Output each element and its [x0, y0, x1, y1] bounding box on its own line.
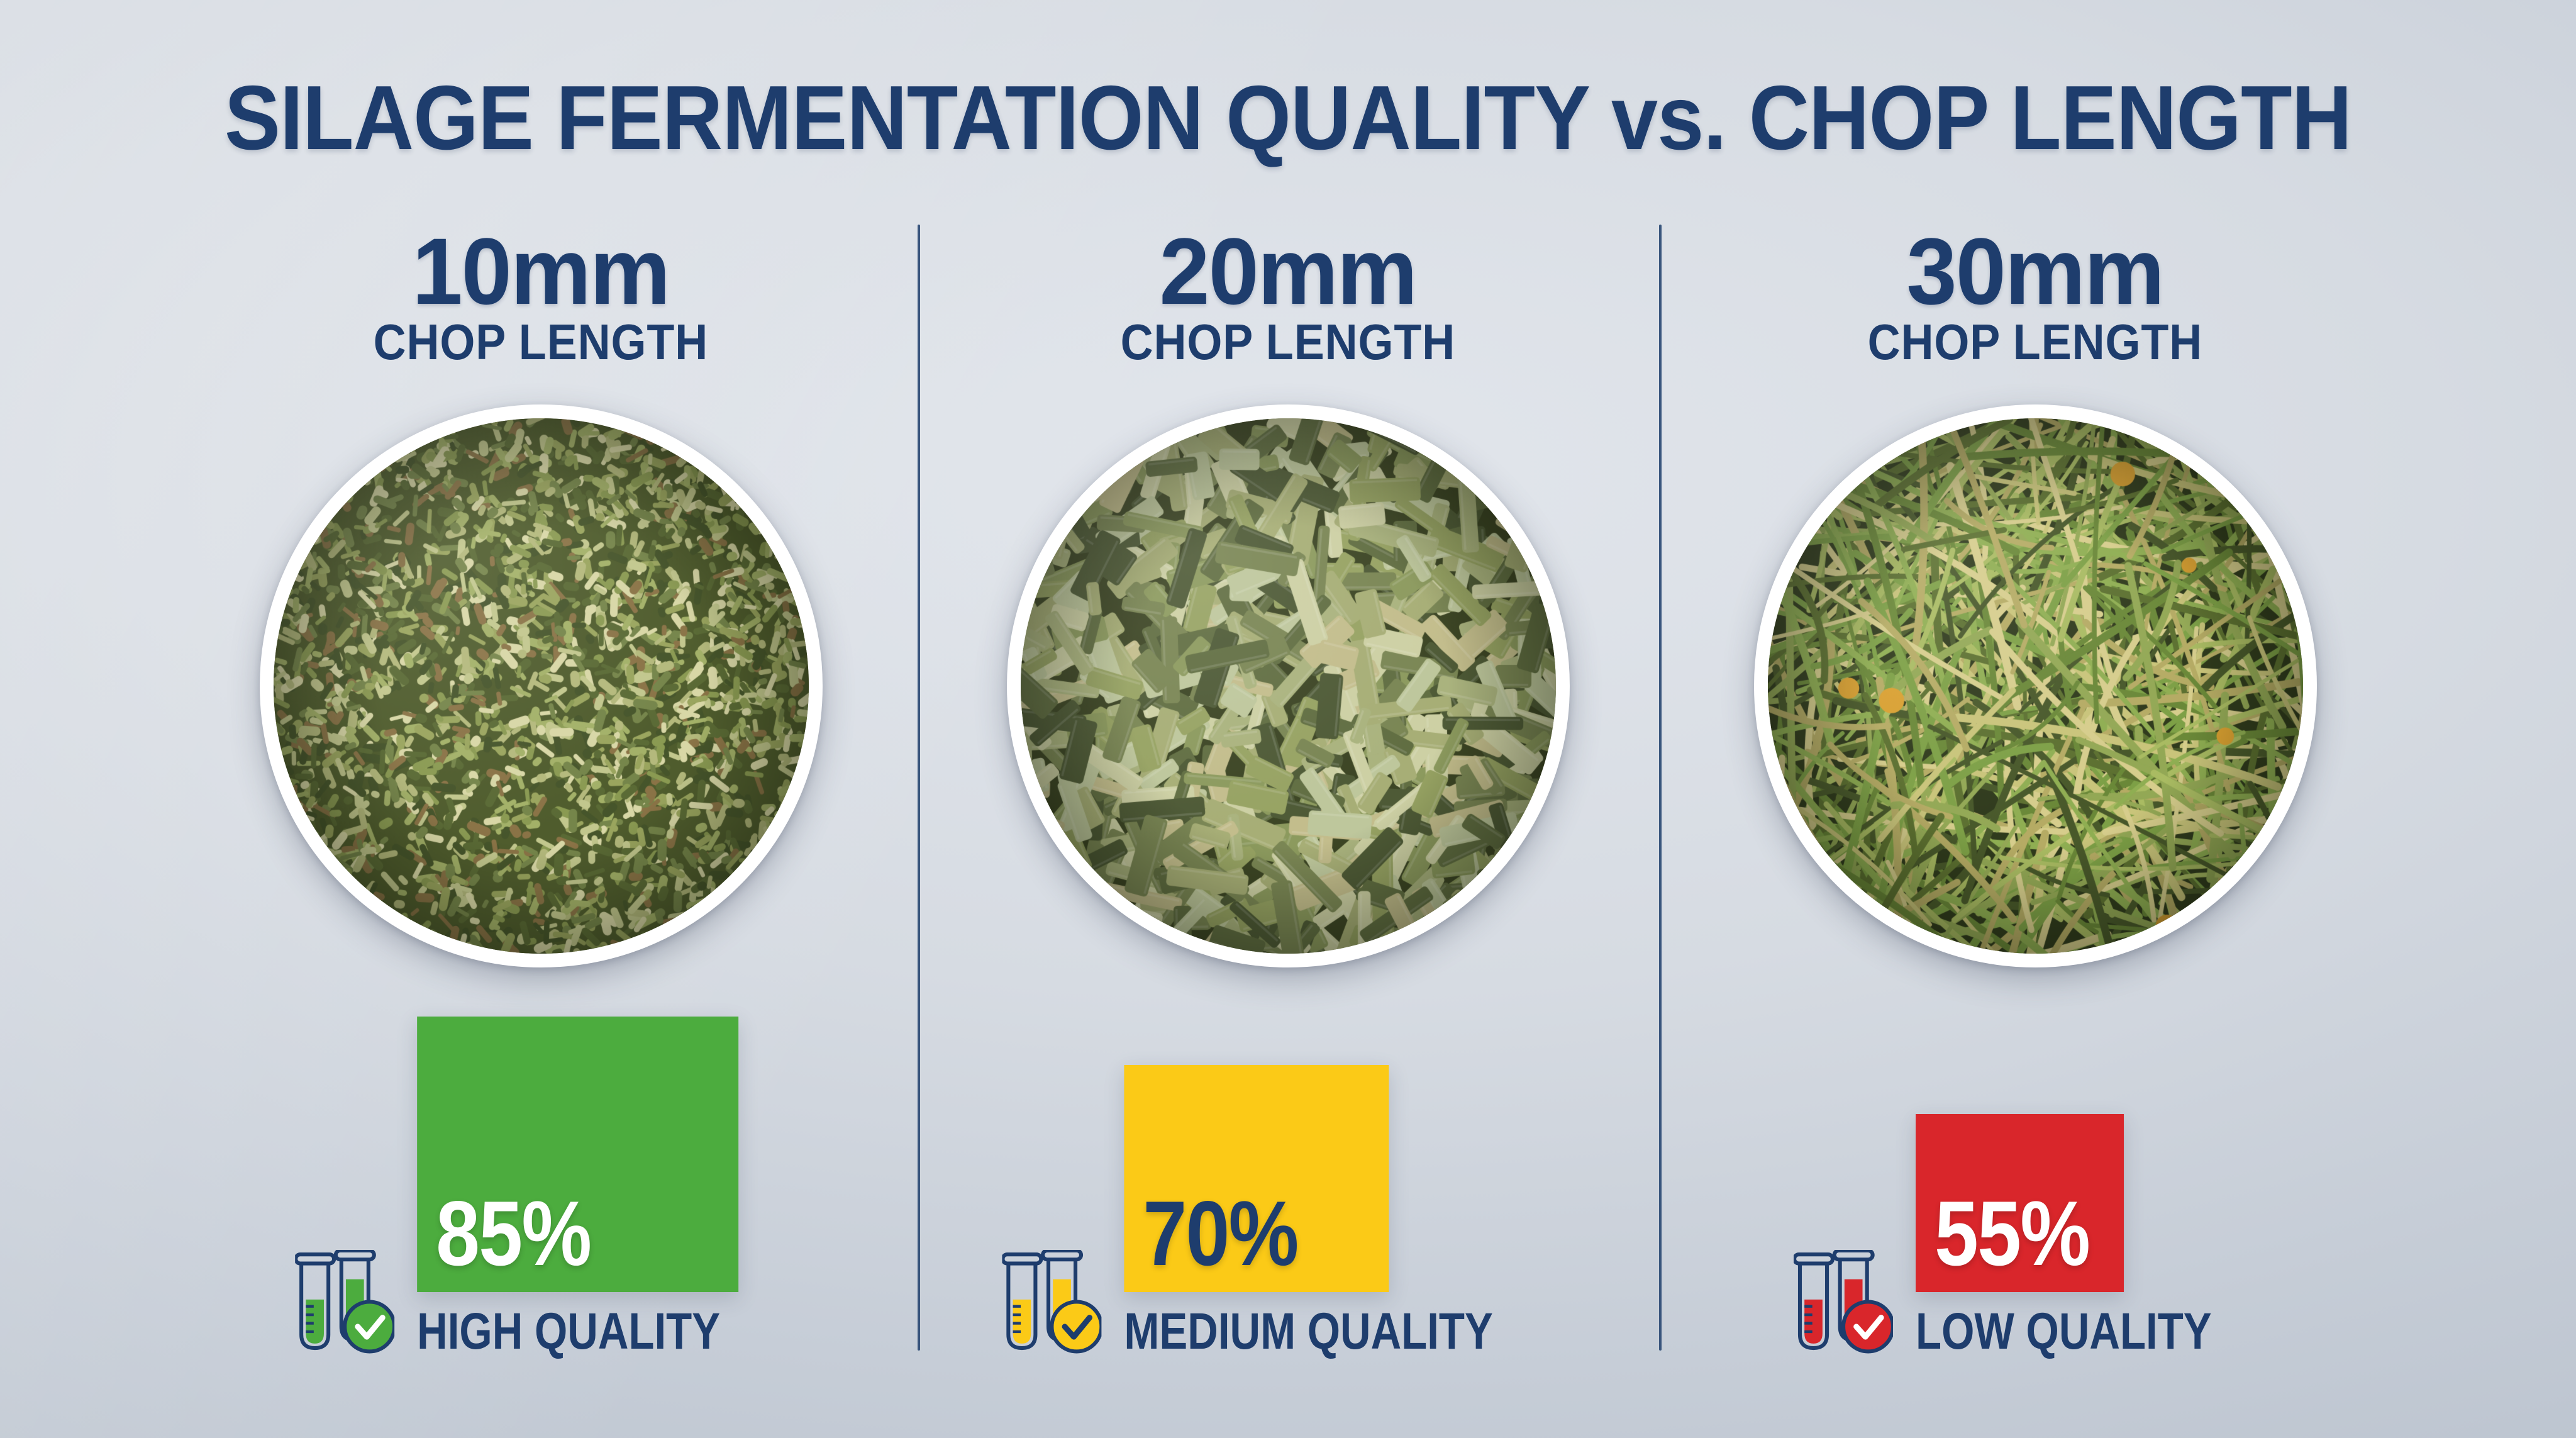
check-icon	[1841, 1300, 1894, 1354]
chop-length-caption: CHOP LENGTH	[373, 314, 709, 370]
test-tubes-icon	[1794, 1250, 1894, 1354]
column-divider	[918, 225, 920, 1351]
page-title: SILAGE FERMENTATION QUALITY vs. CHOP LEN…	[224, 67, 2352, 169]
chop-length-caption: CHOP LENGTH	[1120, 314, 1456, 370]
quality-label: MEDIUM QUALITY	[1124, 1303, 1493, 1360]
silage-photo	[259, 404, 823, 967]
result-cluster: 55% LOW QUALITY	[1794, 1114, 2277, 1357]
percent-value: 85%	[436, 1182, 592, 1285]
silage-photo-canvas	[273, 418, 809, 954]
quality-columns: 10mm CHOP LENGTH 85%	[167, 224, 2409, 1357]
check-icon	[1050, 1300, 1102, 1354]
quality-bar-group: 70% MEDIUM QUALITY	[1124, 1065, 1574, 1357]
quality-bar: 85%	[417, 1017, 739, 1292]
result-cluster: 85% HIGH QUALITY	[295, 1017, 787, 1357]
silage-photo	[1006, 404, 1570, 967]
quality-bar-group: 85% HIGH QUALITY	[417, 1017, 787, 1357]
chop-length-value: 10mm	[412, 218, 670, 324]
quality-bar: 70%	[1124, 1065, 1389, 1292]
quality-column: 30mm CHOP LENGTH 55%	[1662, 224, 2409, 1357]
test-tubes-icon	[1002, 1250, 1102, 1354]
quality-column: 20mm CHOP LENGTH 70%	[914, 224, 1662, 1357]
quality-label: HIGH QUALITY	[417, 1303, 721, 1360]
quality-bar: 55%	[1916, 1114, 2124, 1292]
quality-column: 10mm CHOP LENGTH 85%	[167, 224, 914, 1357]
chop-length-value: 20mm	[1159, 218, 1418, 324]
percent-value: 70%	[1143, 1182, 1299, 1285]
test-tubes-icon	[295, 1250, 395, 1354]
result-cluster: 70% MEDIUM QUALITY	[1002, 1065, 1574, 1357]
quality-label: LOW QUALITY	[1916, 1303, 2212, 1360]
column-divider	[1659, 225, 1662, 1351]
percent-value: 55%	[1935, 1182, 2090, 1285]
silage-photo-canvas	[1020, 418, 1556, 954]
check-icon	[343, 1300, 395, 1354]
quality-bar-group: 55% LOW QUALITY	[1916, 1114, 2277, 1357]
chop-length-caption: CHOP LENGTH	[1867, 314, 2203, 370]
chop-length-value: 30mm	[1906, 218, 2165, 324]
silage-photo-canvas	[1767, 418, 2303, 954]
silage-photo	[1753, 404, 2317, 967]
